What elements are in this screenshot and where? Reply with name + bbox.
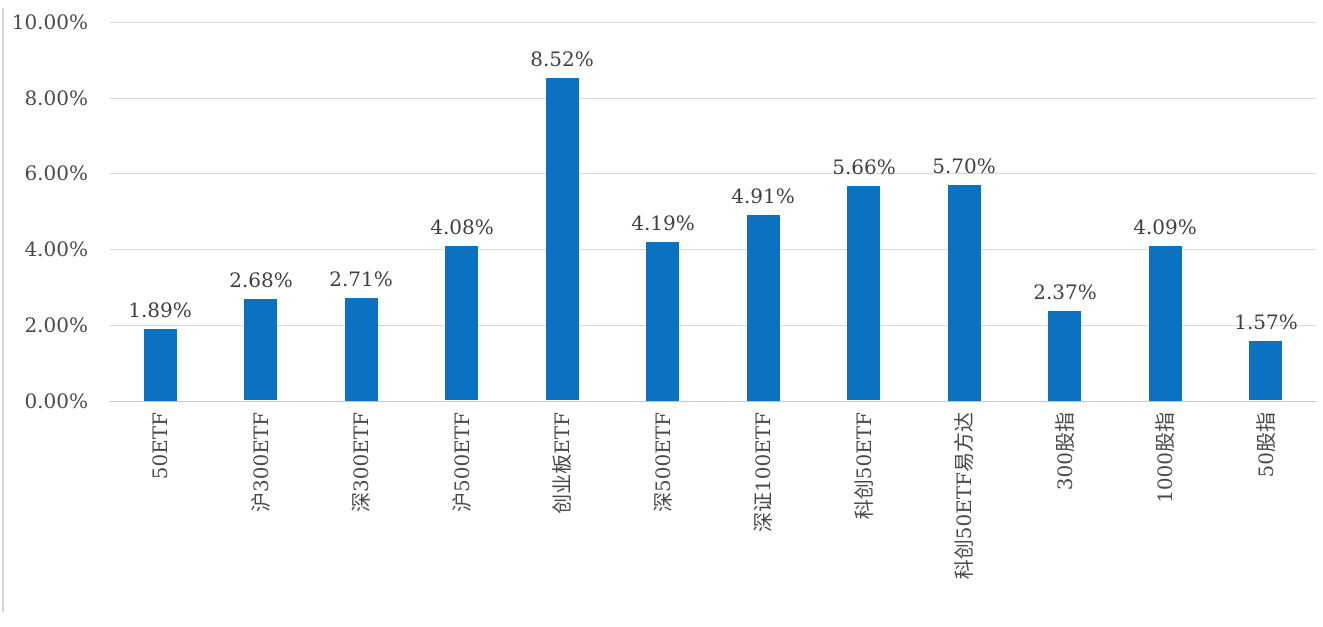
bar-data-label: 4.09% bbox=[1133, 215, 1197, 239]
y-axis-tick-label: 2.00% bbox=[24, 313, 88, 337]
bar bbox=[948, 185, 981, 401]
x-axis-tick-label: 沪500ETF bbox=[450, 412, 474, 512]
bar-data-label: 4.08% bbox=[430, 215, 494, 239]
bar bbox=[1048, 311, 1081, 401]
x-axis-tick-label: 深300ETF bbox=[349, 412, 373, 512]
bar bbox=[244, 299, 277, 400]
x-axis-line bbox=[110, 401, 1316, 402]
bar bbox=[546, 78, 579, 400]
x-axis-tick-label: 深证100ETF bbox=[751, 412, 775, 532]
bar-data-label: 1.57% bbox=[1234, 310, 1298, 334]
bar bbox=[1149, 246, 1182, 401]
y-axis-tick-label: 8.00% bbox=[24, 86, 88, 110]
gridline bbox=[110, 98, 1316, 99]
x-axis-tick-label: 深500ETF bbox=[651, 412, 675, 512]
bar bbox=[1249, 341, 1282, 400]
bar-data-label: 5.70% bbox=[932, 154, 996, 178]
gridline bbox=[110, 325, 1316, 326]
bar-data-label: 2.71% bbox=[329, 267, 393, 291]
x-axis-tick-label: 科创50ETF易方达 bbox=[952, 412, 976, 580]
bar-data-label: 2.68% bbox=[229, 268, 293, 292]
bar bbox=[345, 298, 378, 401]
y-axis-tick-label: 0.00% bbox=[24, 389, 88, 413]
gridline bbox=[110, 249, 1316, 250]
bar bbox=[445, 246, 478, 400]
bar bbox=[747, 215, 780, 401]
x-axis-tick-label: 50股指 bbox=[1254, 412, 1278, 478]
bar bbox=[646, 242, 679, 401]
bar-data-label: 4.91% bbox=[731, 184, 795, 208]
gridline bbox=[110, 22, 1316, 23]
x-axis-tick-label: 沪300ETF bbox=[249, 412, 273, 512]
x-axis-tick-label: 1000股指 bbox=[1153, 412, 1177, 503]
bar-data-label: 5.66% bbox=[832, 155, 896, 179]
chart-left-border bbox=[2, 8, 4, 612]
bar-data-label: 1.89% bbox=[128, 298, 192, 322]
x-axis-tick-label: 300股指 bbox=[1053, 412, 1077, 491]
bar-data-label: 2.37% bbox=[1033, 280, 1097, 304]
y-axis-tick-label: 4.00% bbox=[24, 237, 88, 261]
gridline bbox=[110, 173, 1316, 174]
y-axis-tick-label: 6.00% bbox=[24, 161, 88, 185]
y-axis-tick-label: 10.00% bbox=[11, 10, 88, 34]
bar-data-label: 8.52% bbox=[530, 47, 594, 71]
x-axis-tick-label: 50ETF bbox=[148, 412, 172, 480]
bar-data-label: 4.19% bbox=[631, 211, 695, 235]
bar bbox=[144, 329, 177, 401]
x-axis-tick-label: 创业板ETF bbox=[550, 412, 574, 514]
x-axis-tick-label: 科创50ETF bbox=[852, 412, 876, 520]
bar bbox=[847, 186, 880, 400]
